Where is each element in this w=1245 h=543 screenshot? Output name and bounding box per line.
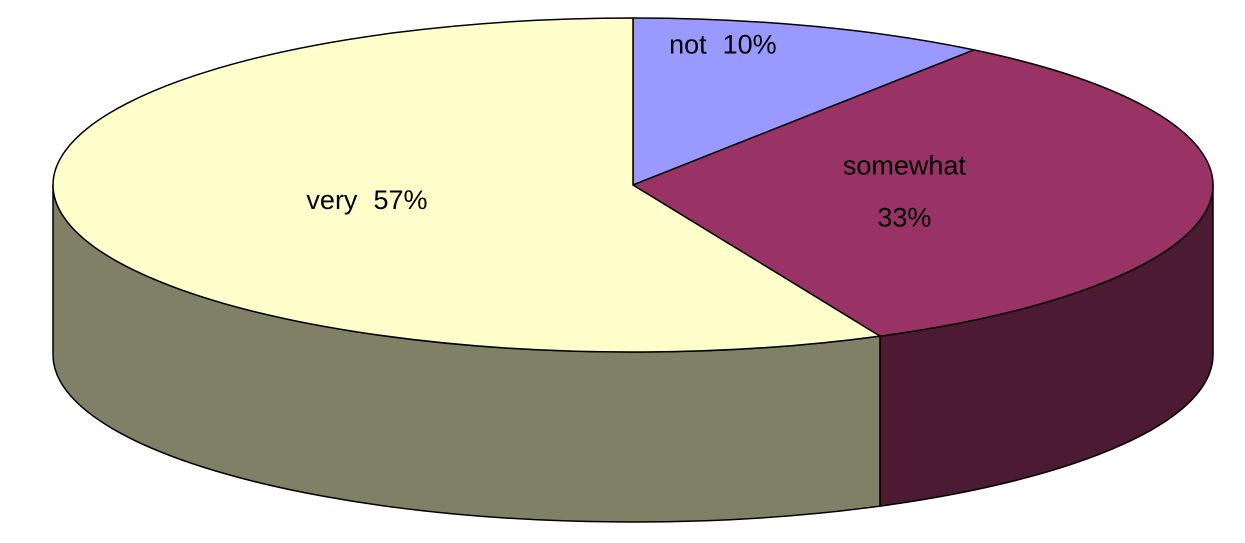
category-label: not	[669, 30, 707, 60]
category-label: very	[306, 185, 358, 215]
value-label: 33%	[877, 203, 931, 233]
value-label: 57%	[373, 185, 427, 215]
data-label: not 10%	[669, 30, 777, 60]
pie-slice	[52, 17, 881, 353]
value-label: 10%	[723, 30, 777, 60]
data-label: somewhat 33%	[843, 151, 967, 233]
pie-slice	[632, 49, 1214, 337]
pie-slice	[632, 17, 975, 186]
category-label: somewhat	[843, 151, 967, 181]
data-label: very 57%	[306, 185, 427, 215]
